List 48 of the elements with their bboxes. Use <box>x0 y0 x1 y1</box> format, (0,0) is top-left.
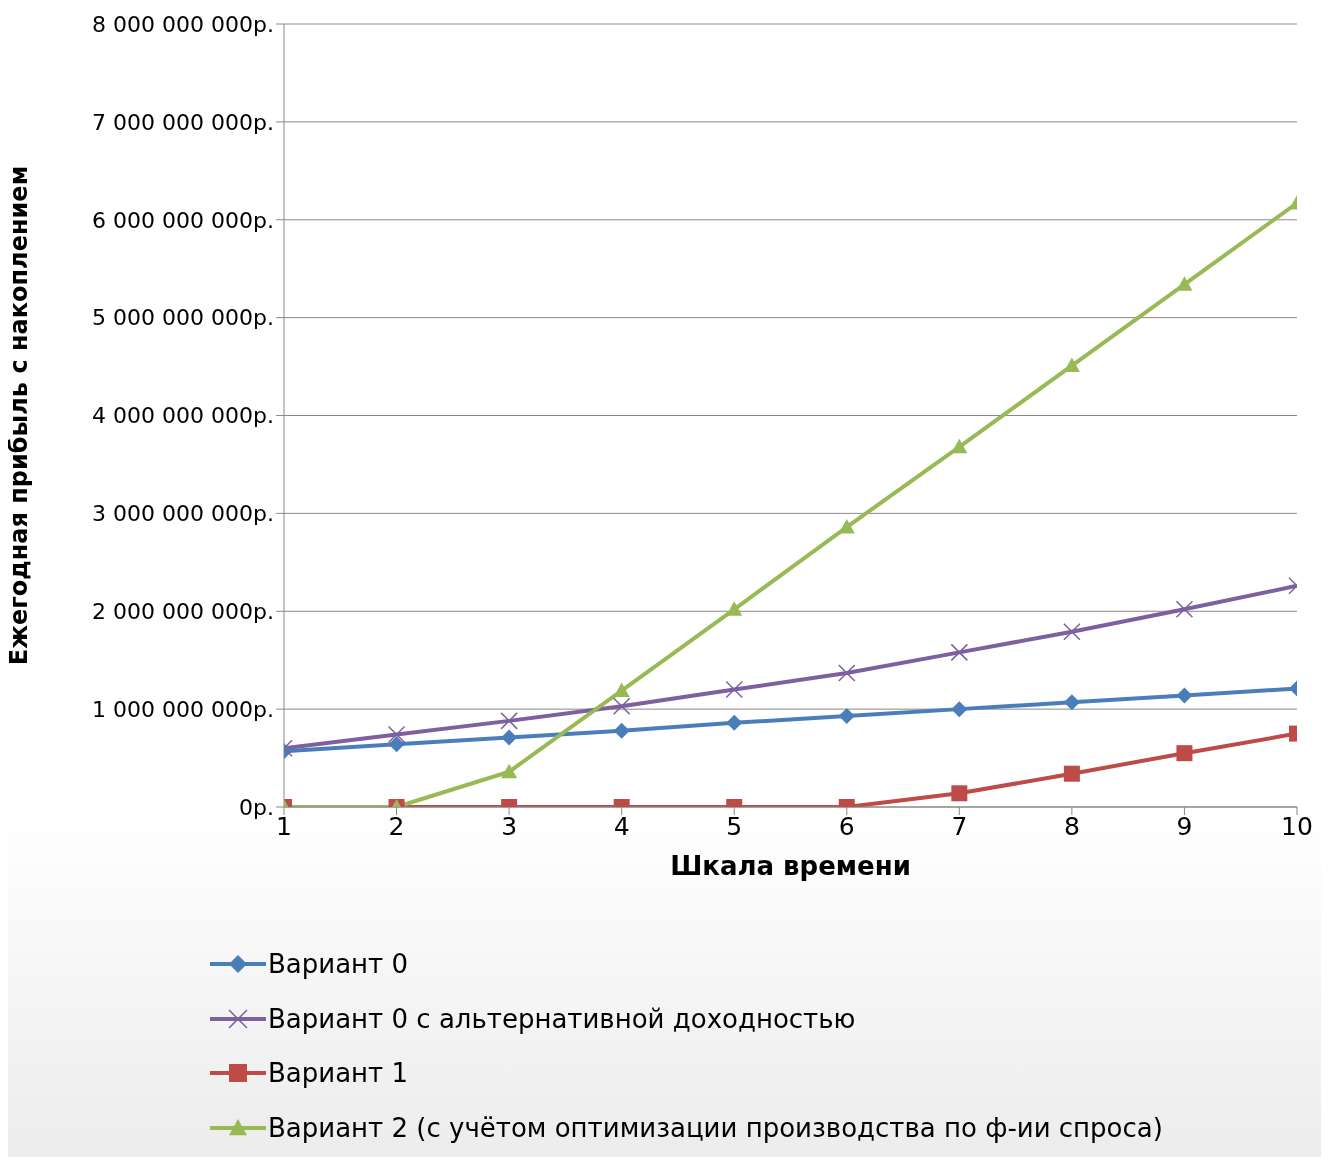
x-tick-label: 4 <box>613 811 630 841</box>
y-tick-label: 6 000 000 000р. <box>92 207 274 233</box>
point <box>1063 765 1080 782</box>
y-tick-label: 2 000 000 000р. <box>92 599 274 625</box>
point <box>950 643 969 662</box>
x-tick-label: 9 <box>1176 811 1193 841</box>
x-tick-label: 8 <box>1063 811 1080 841</box>
legend-label: Вариант 0 <box>268 949 409 980</box>
x-tick-label: 5 <box>726 811 743 841</box>
x-tick-label: 7 <box>951 811 968 841</box>
y-tick-label: 8 000 000 000р. <box>92 11 274 37</box>
point <box>725 680 743 699</box>
x-tick-label: 10 <box>1281 811 1313 841</box>
point <box>951 701 968 718</box>
point <box>1176 687 1193 704</box>
point <box>1063 623 1081 641</box>
point <box>838 664 856 682</box>
y-tick-label: 1 000 000 000р. <box>92 696 274 722</box>
point <box>726 601 743 616</box>
y-axis-title: Ежегодная прибыль с накоплением <box>4 165 33 666</box>
point <box>388 736 405 753</box>
y-tick-label: 0р. <box>239 794 274 820</box>
y-tick-label: 4 000 000 000р. <box>92 403 274 429</box>
point <box>501 763 518 779</box>
point <box>726 714 743 731</box>
x-tick-label: 1 <box>276 811 292 841</box>
point <box>951 438 968 454</box>
x-tick-label: 2 <box>388 811 405 841</box>
point <box>500 712 518 730</box>
y-tick-label: 3 000 000 000р. <box>92 501 274 527</box>
point <box>612 697 631 715</box>
legend-label: Вариант 2 (с учётом оптимизации производства по ф-ии спроса) <box>268 1112 1163 1143</box>
point <box>387 725 406 744</box>
point <box>1176 745 1193 762</box>
x-tick-label: 6 <box>838 811 855 841</box>
x-axis-title: Шкала времени <box>670 851 911 882</box>
y-tick-label: 5 000 000 000р. <box>92 305 274 331</box>
point <box>838 707 855 724</box>
point <box>613 722 630 739</box>
point <box>951 785 968 802</box>
point <box>501 729 518 746</box>
legend-label: Вариант 1 <box>268 1058 409 1089</box>
point <box>1063 694 1080 711</box>
point <box>1176 276 1193 291</box>
legend-label: Вариант 0 с альтернативной доходностью <box>268 1003 856 1034</box>
point <box>1175 600 1194 619</box>
y-tick-label: 7 000 000 000р. <box>92 109 274 135</box>
x-tick-label: 3 <box>501 811 518 841</box>
